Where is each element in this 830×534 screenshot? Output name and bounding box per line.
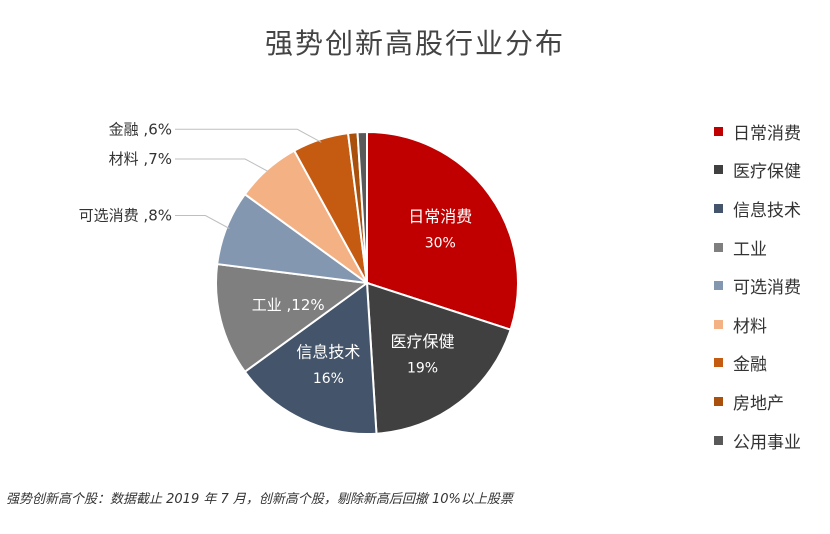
legend-label-1: 日常消费	[733, 123, 801, 144]
legend-swatch-1	[714, 126, 723, 136]
legend-swatch-5	[714, 281, 723, 291]
legend-swatch-2	[714, 165, 723, 175]
legend-item-5: 可选消费	[714, 266, 801, 305]
slice-label-value-2: 19%	[407, 361, 438, 377]
legend-swatch-4	[714, 242, 723, 252]
pie-slice-2	[365, 281, 512, 435]
legend-item-7: 金融	[714, 344, 801, 383]
legend-item-3: 信息技术	[714, 189, 801, 228]
legend-swatch-7	[714, 358, 723, 368]
slice-label-value-1: 30%	[425, 236, 456, 252]
legend-swatch-9	[714, 435, 723, 445]
legend-item-2: 医疗保健	[714, 151, 801, 190]
legend-item-6: 材料	[714, 305, 801, 344]
slice-label-name-3: 信息技术	[296, 343, 360, 362]
slice-label-5: 可选消费 ,8%	[79, 207, 172, 225]
legend-label-4: 工业	[733, 239, 767, 260]
chart-title: 强势创新高股行业分布	[264, 27, 565, 60]
slice-label-name-2: 医疗保健	[390, 332, 454, 351]
legend-item-1: 日常消费	[714, 112, 801, 151]
pie-slice-4	[214, 262, 370, 374]
legend-swatch-8	[714, 396, 723, 406]
legend-label-9: 公用事业	[733, 432, 801, 453]
legend-label-7: 金融	[733, 355, 767, 376]
slice-label-name-1: 日常消费	[408, 207, 472, 226]
legend-label-3: 信息技术	[733, 200, 801, 221]
legend-label-5: 可选消费	[733, 278, 801, 299]
legend-label-8: 房地产	[733, 393, 784, 414]
leader-line-6	[175, 158, 270, 173]
legend-item-9: 公用事业	[714, 421, 801, 460]
pie-slice-3	[243, 281, 378, 435]
legend-label-2: 医疗保健	[733, 162, 801, 183]
slice-label-value-3: 16%	[313, 371, 344, 387]
pie-slice-9	[356, 130, 368, 284]
legend-item-8: 房地产	[714, 382, 801, 421]
legend-swatch-3	[714, 203, 723, 213]
footnote: 强势创新高个股：数据截止 2019 年 7 月，创新高个股，剔除新高后回撤 10…	[6, 492, 513, 507]
legend-swatch-6	[714, 319, 723, 329]
legend-item-4: 工业	[714, 228, 801, 267]
slice-label-6: 材料 ,7%	[109, 150, 172, 168]
leader-line-7	[175, 128, 322, 143]
slice-label-4: 工业 ,12%	[252, 296, 325, 314]
pie-slice-1	[366, 130, 519, 331]
legend: 日常消费医疗保健信息技术工业可选消费材料金融房地产公用事业	[714, 112, 801, 459]
legend-label-6: 材料	[733, 316, 767, 337]
slice-label-7: 金融 ,6%	[109, 120, 172, 138]
leader-line-5	[175, 215, 230, 229]
